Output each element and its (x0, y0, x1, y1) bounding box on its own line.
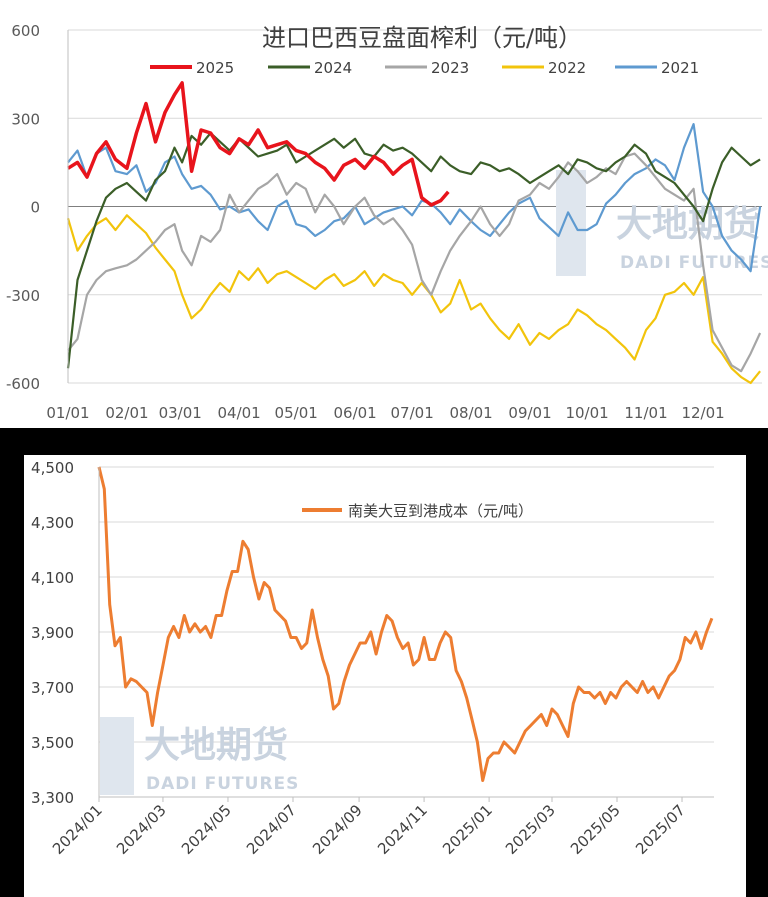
series-line-2024 (66, 131, 761, 369)
series-line-2022 (66, 214, 761, 385)
y-tick-label: 0 (30, 199, 40, 217)
x-tick-label: 10/01 (565, 404, 608, 422)
chart-2-y-ticks: 4,500 4,300 4,100 3,900 3,700 3,500 3,300 (31, 459, 74, 807)
x-tick-label: 2025/05 (567, 801, 624, 858)
y-tick-label: -300 (6, 287, 40, 305)
chart-1-watermark: 大地期货 DADI FUTURES (556, 170, 768, 276)
watermark-en: DADI FUTURES (620, 253, 768, 273)
y-tick-label: 4,500 (31, 459, 74, 477)
chart-1-y-ticks: 600 300 0 -300 -600 (6, 22, 40, 393)
y-tick-label: 3,700 (31, 679, 74, 697)
legend-label: 2023 (431, 59, 469, 77)
x-tick-label: 2024/03 (113, 801, 170, 858)
series-line-2021 (67, 122, 762, 273)
chart-1-legend: 2025 2024 2023 2022 2021 (150, 59, 699, 77)
chart-1-x-ticks: 01/01 02/01 03/01 04/01 05/01 06/01 07/01 08/01… (46, 404, 724, 422)
chart-2-x-ticks: 2024/01 2024/03 2024/05 2024/07 2024/09 2024/… (49, 797, 689, 858)
x-tick-label: 04/01 (218, 404, 261, 422)
y-tick-label: 3,500 (31, 734, 74, 752)
y-tick-label: 300 (11, 110, 40, 128)
series-line-2025 (67, 81, 450, 207)
chart-2-svg: 大地期货 DADI FUTURES 4,500 4,300 4,100 3,900 3,… (24, 455, 746, 897)
x-tick-label: 11/01 (624, 404, 667, 422)
legend-label: 南美大豆到港成本（元/吨） (348, 502, 533, 520)
y-tick-label: 3,300 (31, 789, 74, 807)
y-tick-label: 4,100 (31, 569, 74, 587)
chart-1-title: 进口巴西豆盘面榨利（元/吨） (262, 24, 582, 52)
x-tick-label: 2024/09 (309, 801, 366, 858)
x-tick-label: 2025/07 (632, 801, 689, 858)
watermark-en: DADI FUTURES (146, 774, 299, 794)
legend-label: 2021 (661, 59, 699, 77)
chart-2-watermark: 大地期货 DADI FUTURES (100, 717, 299, 795)
x-tick-label: 2024/11 (374, 801, 431, 858)
y-tick-label: 600 (11, 22, 40, 40)
chart-2-series (97, 466, 714, 782)
watermark-cn: 大地期货 (616, 204, 760, 245)
x-tick-label: 2025/01 (439, 801, 496, 858)
watermark-cn: 大地期货 (144, 725, 288, 766)
x-tick-label: 07/01 (391, 404, 434, 422)
x-tick-label: 2025/03 (502, 801, 559, 858)
x-tick-label: 03/01 (159, 404, 202, 422)
y-tick-label: 3,900 (31, 624, 74, 642)
y-tick-label: -600 (6, 375, 40, 393)
legend-label: 2025 (196, 59, 234, 77)
chart-1-grid (68, 29, 762, 384)
x-tick-label: 06/01 (333, 404, 376, 422)
x-tick-label: 12/01 (681, 404, 724, 422)
series-line-2023 (67, 152, 762, 373)
x-tick-label: 2024/05 (178, 801, 235, 858)
x-tick-label: 2024/01 (49, 801, 106, 858)
x-tick-label: 05/01 (275, 404, 318, 422)
x-tick-label: 09/01 (508, 404, 551, 422)
x-tick-label: 08/01 (449, 404, 492, 422)
chart-1-series (66, 81, 762, 385)
x-tick-label: 01/01 (46, 404, 89, 422)
watermark-logo (100, 717, 134, 795)
x-tick-label: 02/01 (105, 404, 148, 422)
chart-2-legend: 南美大豆到港成本（元/吨） (302, 502, 533, 520)
x-tick-label: 2024/07 (243, 801, 300, 858)
series-line-cost (97, 466, 714, 782)
y-tick-label: 4,300 (31, 514, 74, 532)
legend-label: 2024 (314, 59, 352, 77)
legend-label: 2022 (548, 59, 586, 77)
watermark-logo (556, 170, 586, 276)
